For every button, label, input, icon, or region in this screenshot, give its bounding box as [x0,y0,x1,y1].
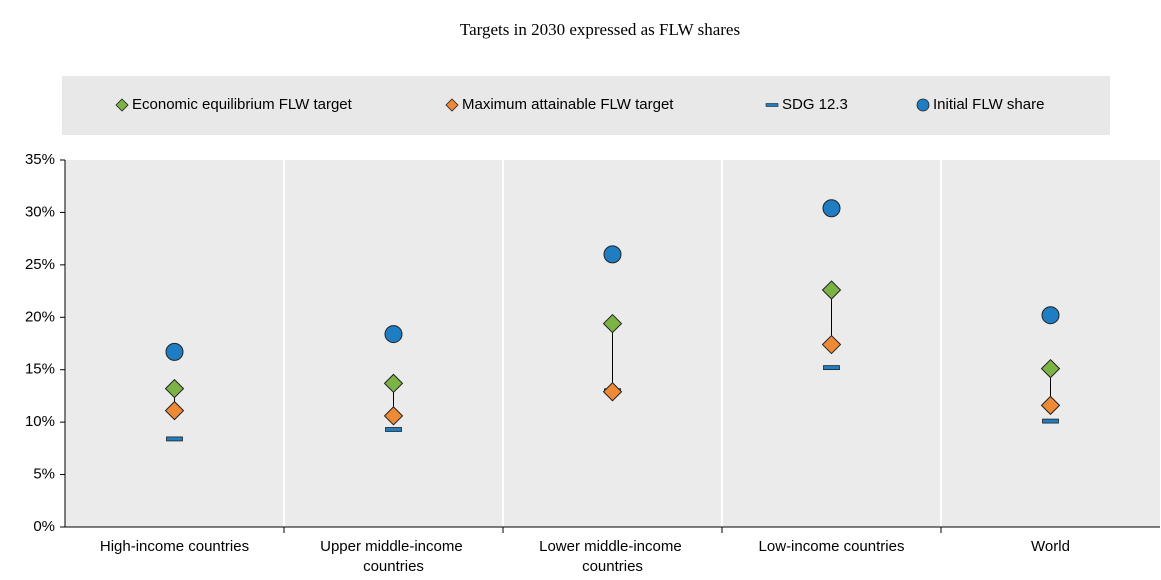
legend-label: SDG 12.3 [782,96,848,113]
y-tick-label: 25% [25,256,55,273]
data-point [822,199,841,218]
legend-label: Economic equilibrium FLW target [132,96,353,113]
y-tick-label: 5% [33,466,55,483]
y-tick-label: 20% [25,308,55,325]
x-tick-label: Lower middle-income countries [539,538,686,575]
y-tick-label: 10% [25,413,55,430]
data-point [164,400,185,421]
data-point [383,373,404,394]
y-tick-label: 35% [25,151,55,168]
data-point [602,313,623,334]
data-point [383,406,404,426]
y-tick-label: 15% [25,361,55,378]
legend-marker [916,98,930,112]
x-tick-label: World [1031,538,1070,555]
y-tick-label: 30% [25,203,55,220]
data-point [166,436,183,442]
x-tick-label: High-income countries [100,538,249,555]
legend-marker [445,98,459,112]
y-tick-label: 0% [33,518,55,535]
legend-label: Maximum attainable FLW target [462,96,674,113]
data-point [603,245,622,264]
data-point [602,382,623,402]
data-point [1040,358,1061,379]
data-point [165,342,184,361]
data-point [164,378,185,399]
data-point [1040,395,1061,416]
legend-marker [115,98,129,112]
legend-marker [765,103,779,107]
data-point [384,325,403,344]
data-point [823,365,840,371]
legend-box [62,76,1110,135]
data-point [1042,418,1059,424]
legend-label: Initial FLW share [933,96,1044,113]
x-tick-label: Low-income countries [759,538,905,555]
data-point [385,427,402,432]
data-point [821,280,842,300]
data-point [1041,306,1060,325]
data-point [821,334,842,355]
x-tick-label: Upper middle-income countries [320,538,467,575]
chart-title: Targets in 2030 expressed as FLW shares [460,20,740,39]
